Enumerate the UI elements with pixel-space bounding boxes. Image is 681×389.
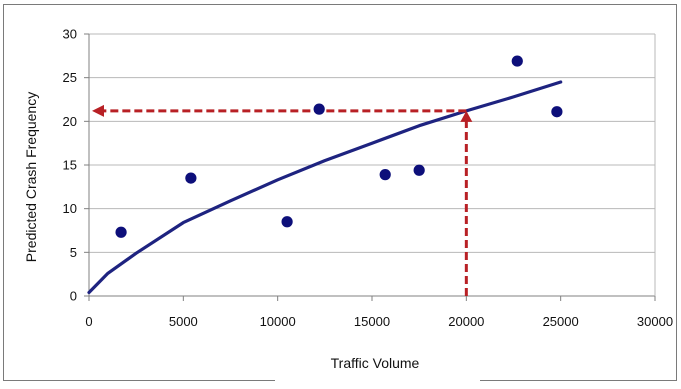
x-tick-label: 25000 — [543, 314, 579, 329]
x-tick-label: 30000 — [637, 314, 673, 329]
x-tick-label: 15000 — [354, 314, 390, 329]
bottom-border-notch — [275, 373, 480, 384]
y-tick-label: 5 — [70, 245, 77, 260]
data-point — [551, 106, 563, 118]
data-point — [413, 164, 425, 176]
chart-border — [3, 4, 677, 381]
data-point — [379, 169, 391, 181]
x-tick-label: 5000 — [169, 314, 198, 329]
data-points — [115, 55, 563, 238]
vertical-arrowhead — [460, 110, 473, 122]
y-tick-label: 0 — [70, 289, 77, 304]
y-axis-title: Predicted Crash Frequency — [23, 92, 39, 262]
axis-labels: Traffic Volume Predicted Crash Frequency… — [23, 27, 673, 372]
axes — [84, 33, 656, 301]
data-point — [313, 103, 325, 115]
data-point — [281, 216, 293, 228]
grid-lines — [89, 33, 655, 253]
y-tick-label: 30 — [63, 27, 77, 42]
arrow-annotations — [92, 104, 473, 296]
fitted-curve — [87, 80, 563, 295]
x-tick-label: 10000 — [260, 314, 296, 329]
data-point — [115, 226, 127, 238]
data-point — [511, 55, 523, 67]
y-tick-label: 10 — [63, 201, 77, 216]
y-tick-label: 25 — [63, 70, 77, 85]
horizontal-arrowhead — [92, 104, 104, 117]
y-tick-label: 20 — [63, 114, 77, 129]
data-point — [185, 172, 197, 184]
x-tick-label: 0 — [85, 314, 92, 329]
y-tick-label: 15 — [63, 158, 77, 173]
x-tick-label: 20000 — [448, 314, 484, 329]
x-axis-title: Traffic Volume — [331, 355, 420, 371]
fitted-curve-layer — [87, 80, 563, 295]
